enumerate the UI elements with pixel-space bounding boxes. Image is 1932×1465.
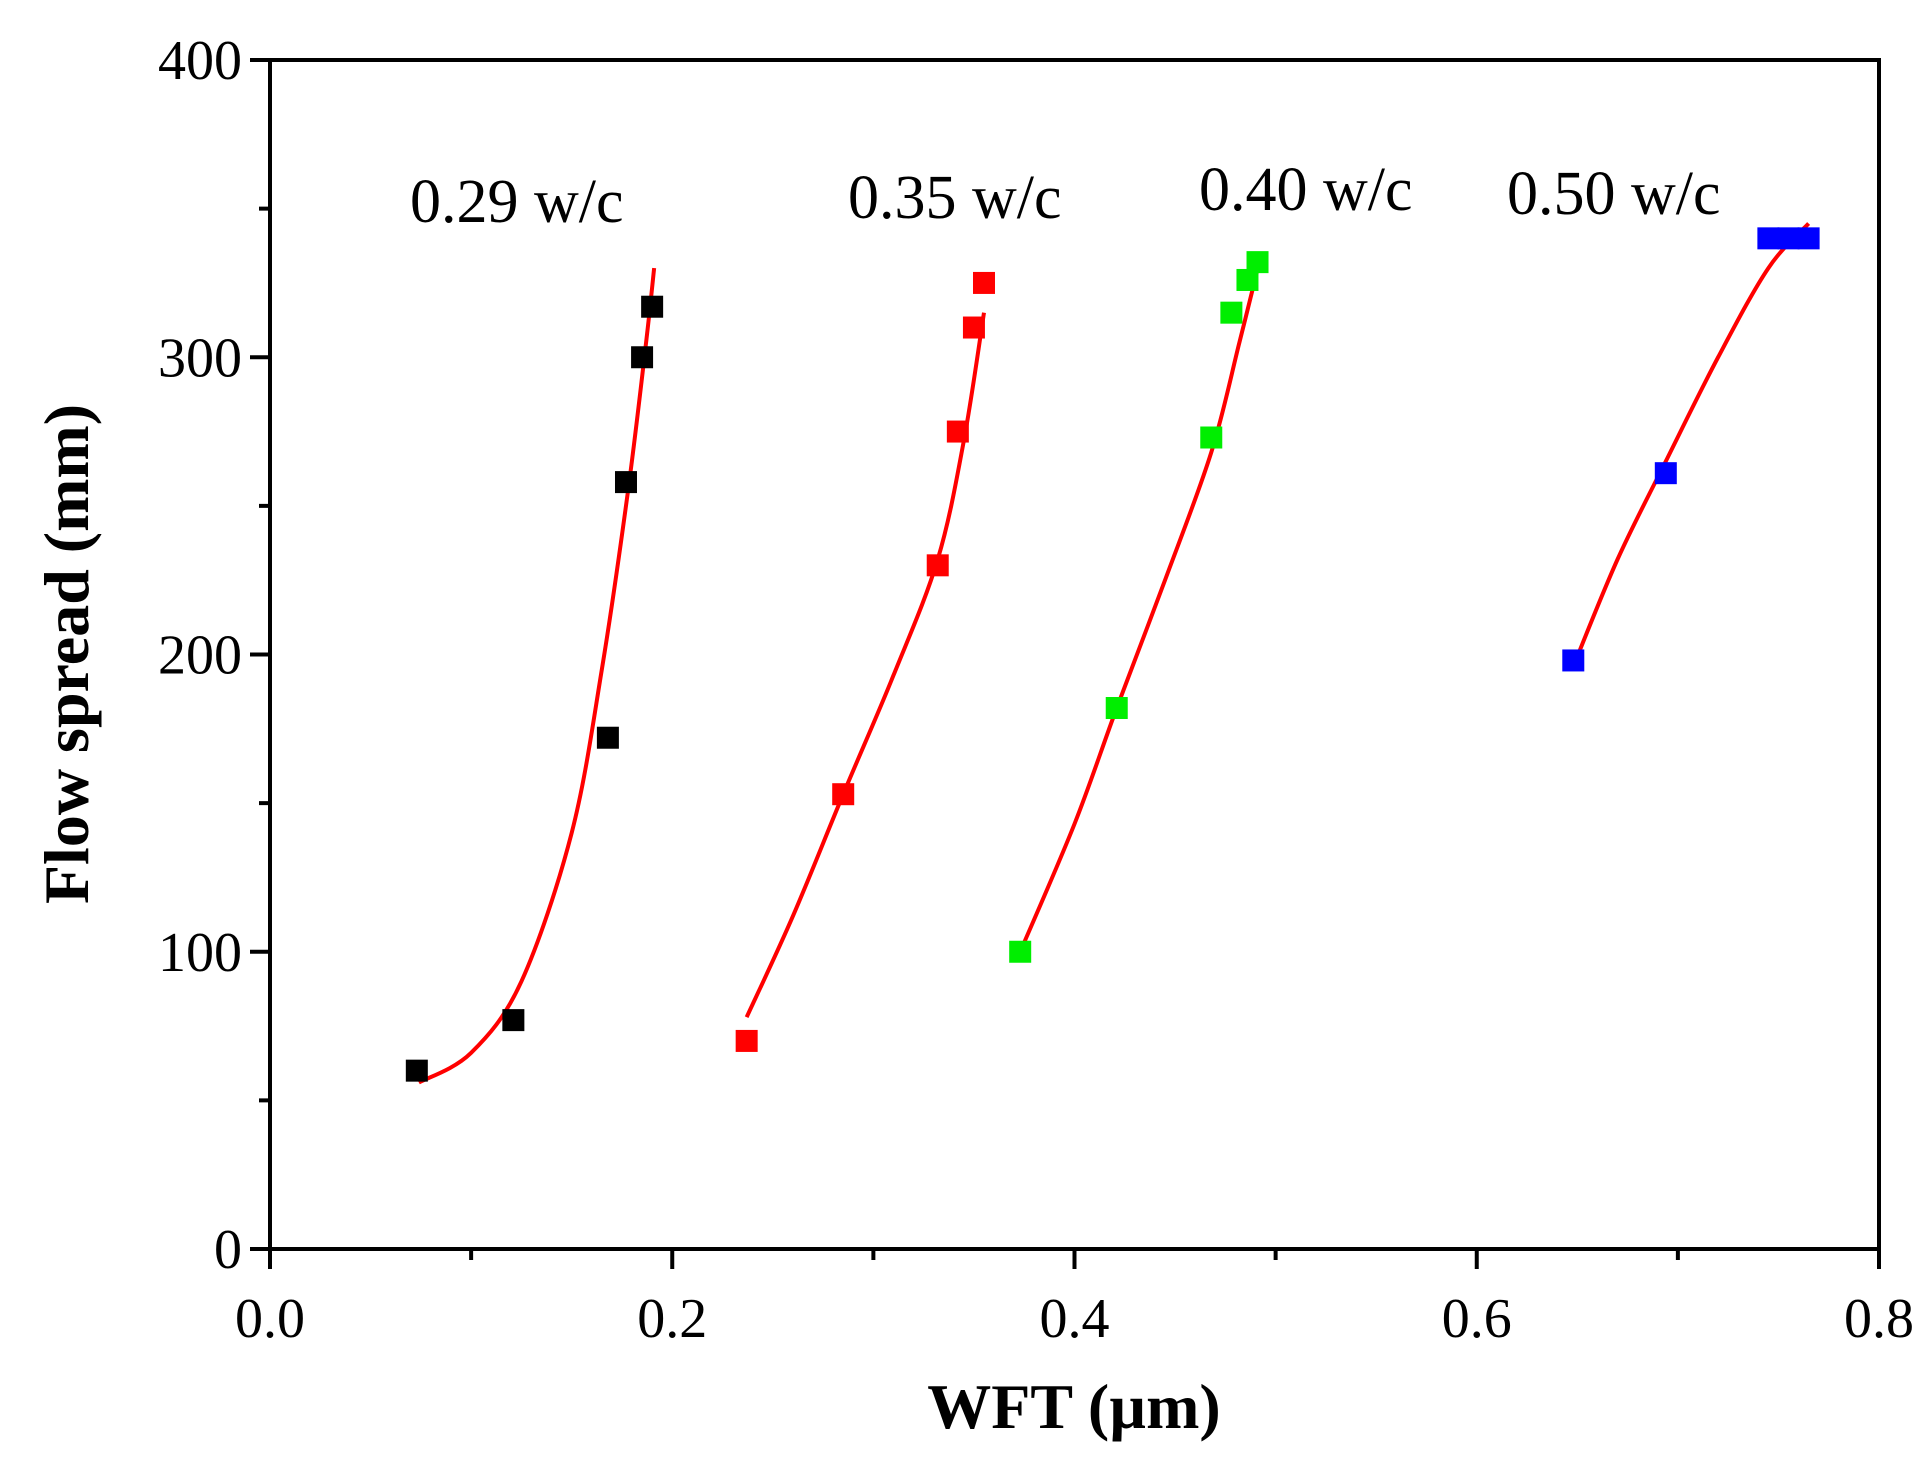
data-point-series-0	[502, 1009, 525, 1032]
series-annotation-0-40: 0.40 w/c	[1199, 156, 1413, 224]
fit-curve-series-0	[417, 267, 657, 1085]
data-point-series-1	[926, 554, 949, 577]
data-point-series-1	[972, 271, 995, 294]
fit-curves	[417, 222, 1811, 1085]
data-point-series-3	[1562, 649, 1585, 672]
x-tick-label: 0.6	[1442, 1288, 1512, 1350]
y-tick-label: 400	[158, 30, 242, 92]
data-point-series-2	[1009, 940, 1032, 963]
fit-curve-series-3	[1571, 222, 1811, 668]
data-point-series-2	[1105, 697, 1128, 720]
data-point-series-0	[596, 726, 619, 749]
data-point-series-2	[1200, 426, 1223, 449]
fit-curve-series-2	[1018, 252, 1264, 953]
data-point-series-1	[946, 420, 969, 443]
plot-frame	[268, 58, 1881, 1251]
x-axis-title: WFT (µm)	[927, 1371, 1220, 1442]
data-point-series-0	[631, 346, 654, 369]
data-point-series-3	[1757, 227, 1780, 250]
axis-tick-labels: 0.0 0.2 0.4 0.6 0.8 0 100 200 300 400	[158, 30, 1914, 1350]
data-point-series-2	[1220, 301, 1243, 324]
x-tick-label: 0.0	[235, 1288, 305, 1350]
data-point-series-3	[1654, 462, 1677, 485]
data-point-series-2	[1236, 268, 1259, 291]
data-point-series-1	[962, 316, 985, 339]
series-annotation-0-35: 0.35 w/c	[848, 164, 1062, 232]
data-point-series-3	[1797, 227, 1820, 250]
fit-curve-series-1	[744, 312, 986, 1018]
x-tick-label: 0.4	[1040, 1288, 1110, 1350]
y-tick-label: 300	[158, 327, 242, 389]
data-point-series-0	[405, 1059, 428, 1082]
y-tick-label: 100	[158, 922, 242, 984]
y-axis-title: Flow spread (mm)	[31, 404, 102, 904]
data-point-series-2	[1246, 251, 1269, 274]
y-tick-label: 0	[214, 1219, 242, 1281]
series-annotation-0-29: 0.29 w/c	[410, 168, 624, 236]
data-point-series-0	[641, 295, 664, 318]
axis-ticks	[250, 58, 1881, 1269]
x-tick-label: 0.8	[1844, 1288, 1914, 1350]
data-point-series-1	[735, 1029, 758, 1052]
x-tick-label: 0.2	[637, 1288, 707, 1350]
series-annotation-0-50: 0.50 w/c	[1507, 160, 1721, 228]
data-point-series-1	[832, 783, 855, 806]
data-point-series-0	[614, 471, 637, 494]
data-markers	[405, 227, 1820, 1082]
y-tick-label: 200	[158, 625, 242, 687]
data-point-series-3	[1777, 227, 1800, 250]
